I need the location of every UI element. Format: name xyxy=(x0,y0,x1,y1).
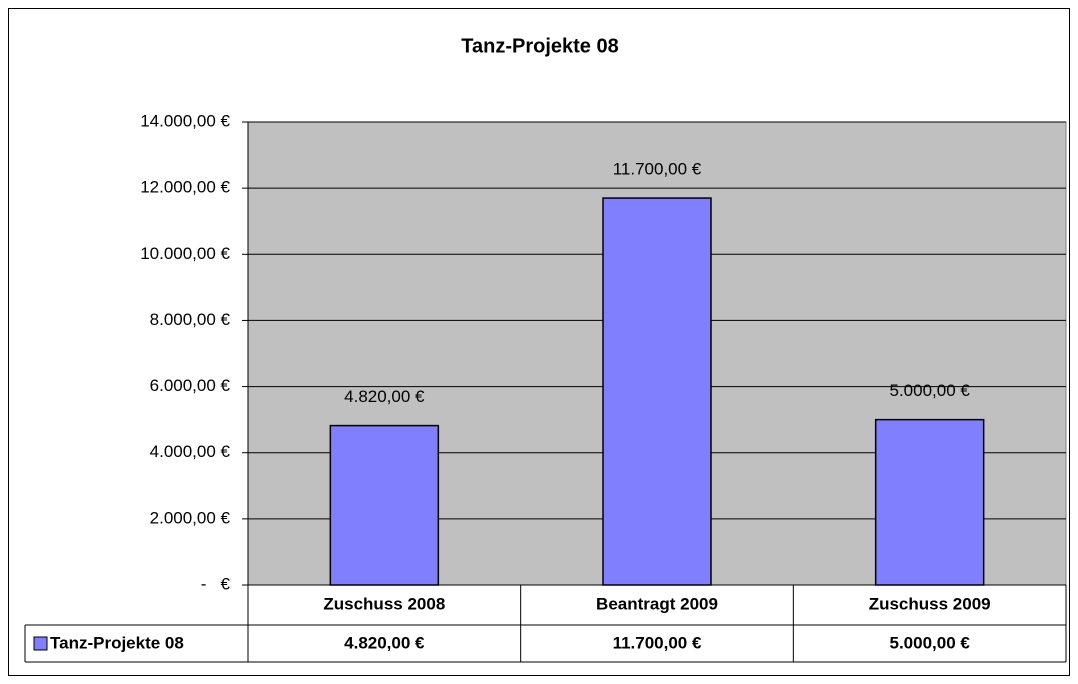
x-tick-label: Zuschuss 2008 xyxy=(323,594,445,613)
x-tick-label: Zuschuss 2009 xyxy=(869,594,991,613)
y-tick-label: 4.000,00 € xyxy=(150,442,231,461)
y-tick-label: 6.000,00 € xyxy=(150,376,231,395)
chart-title: Tanz-Projekte 08 xyxy=(461,35,618,57)
bar xyxy=(329,424,440,586)
y-tick-label: 8.000,00 € xyxy=(150,310,231,329)
bar xyxy=(874,418,985,586)
data-label: 11.700,00 € xyxy=(613,160,702,179)
y-tick-label: 12.000,00 € xyxy=(140,178,230,197)
bar xyxy=(602,197,712,586)
data-label: 5.000,00 € xyxy=(889,381,970,400)
data-label: 4.820,00 € xyxy=(344,387,425,406)
table-value: 5.000,00 € xyxy=(889,633,970,652)
y-tick-label: 2.000,00 € xyxy=(150,508,231,527)
table-value: 4.820,00 € xyxy=(344,633,425,652)
y-tick-label: 14.000,00 € xyxy=(140,111,230,130)
legend-label: Tanz-Projekte 08 xyxy=(50,633,184,652)
y-tick-label: - € xyxy=(201,574,231,593)
x-tick-label: Beantragt 2009 xyxy=(596,594,718,613)
y-tick-label: 10.000,00 € xyxy=(140,244,230,263)
legend-key xyxy=(33,636,48,651)
table-value: 11.700,00 € xyxy=(613,633,702,652)
